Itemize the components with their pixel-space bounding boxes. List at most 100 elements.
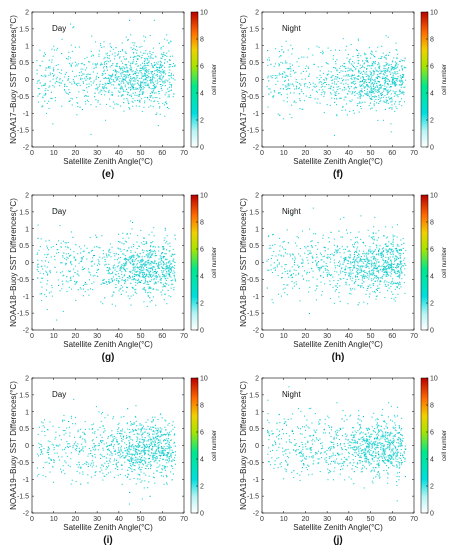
x-tick-label: 10 (50, 150, 58, 157)
data-point (373, 233, 374, 234)
data-point (354, 289, 355, 290)
data-point (392, 67, 393, 68)
data-point (315, 260, 316, 261)
data-point (96, 77, 97, 78)
data-point (283, 289, 284, 290)
data-point (322, 53, 323, 54)
data-point (393, 57, 394, 58)
data-point (145, 292, 146, 293)
data-point (391, 66, 392, 67)
data-point (125, 75, 126, 76)
data-point (132, 260, 133, 261)
data-point (282, 76, 283, 77)
data-point (143, 288, 144, 289)
y-tick-label: 0.5 (19, 60, 29, 67)
data-point (41, 260, 42, 261)
data-point (119, 423, 120, 424)
data-point (278, 275, 279, 276)
data-point (60, 290, 61, 291)
data-point (147, 466, 148, 467)
x-tick-label: 40 (115, 333, 123, 340)
data-point (102, 448, 103, 449)
data-point (65, 242, 66, 243)
data-point (114, 265, 115, 266)
data-point (132, 264, 133, 265)
data-point (350, 101, 351, 102)
data-point (136, 437, 137, 438)
data-point (81, 75, 82, 76)
data-point (270, 92, 271, 93)
data-point (37, 278, 38, 279)
data-point (119, 261, 120, 262)
data-point (351, 273, 352, 274)
data-point (59, 85, 60, 86)
data-point (358, 75, 359, 76)
data-point (90, 78, 91, 79)
data-point (372, 263, 373, 264)
data-point (364, 259, 365, 260)
data-point (348, 86, 349, 87)
data-point (144, 87, 145, 88)
data-point (268, 76, 269, 77)
data-point (112, 63, 113, 64)
data-point (361, 275, 362, 276)
data-point (397, 73, 398, 74)
data-point (131, 95, 132, 96)
data-point (59, 435, 60, 436)
data-point (142, 250, 143, 251)
data-point (171, 85, 172, 86)
data-point (70, 271, 71, 272)
data-point (107, 257, 108, 258)
data-point (362, 80, 363, 81)
data-point (338, 86, 339, 87)
data-point (319, 47, 320, 48)
data-point (365, 74, 366, 75)
data-point (132, 440, 133, 441)
data-point (388, 55, 389, 56)
data-point (300, 255, 301, 256)
data-point (152, 97, 153, 98)
data-point (291, 117, 292, 118)
data-point (153, 67, 154, 68)
data-point (123, 238, 124, 239)
data-point (402, 83, 403, 84)
data-point (139, 273, 140, 274)
data-point (395, 273, 396, 274)
data-point (353, 265, 354, 266)
data-point (399, 70, 400, 71)
data-point (67, 80, 68, 81)
data-point (300, 108, 301, 109)
data-point (156, 86, 157, 87)
data-point (324, 80, 325, 81)
data-point (362, 276, 363, 277)
data-point (382, 92, 383, 93)
data-point (50, 81, 51, 82)
data-point (144, 244, 145, 245)
data-point (152, 241, 153, 242)
data-point (404, 101, 405, 102)
data-point (397, 252, 398, 253)
data-point (146, 243, 147, 244)
data-point (112, 437, 113, 438)
data-point (339, 78, 340, 79)
data-point (127, 92, 128, 93)
data-point (93, 82, 94, 83)
data-point (108, 465, 109, 466)
data-point (83, 90, 84, 91)
data-point (400, 269, 401, 270)
data-point (134, 434, 135, 435)
data-point (321, 87, 322, 88)
data-point (77, 471, 78, 472)
data-point (154, 86, 155, 87)
data-point (334, 303, 335, 304)
data-point (324, 283, 325, 284)
data-point (398, 96, 399, 97)
data-point (111, 76, 112, 77)
data-point (395, 65, 396, 66)
data-point (370, 287, 371, 288)
data-point (154, 440, 155, 441)
data-point (164, 59, 165, 60)
data-point (354, 75, 355, 76)
data-point (283, 88, 284, 89)
data-point (129, 95, 130, 96)
